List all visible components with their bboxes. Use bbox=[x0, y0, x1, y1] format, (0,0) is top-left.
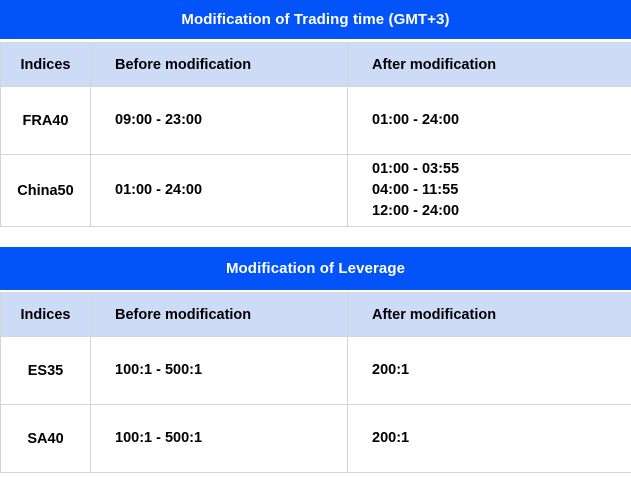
cell-index-name: ES35 bbox=[0, 336, 91, 405]
time-range: 12:00 - 24:00 bbox=[372, 203, 460, 219]
cell-after-value: 01:00 - 24:00 bbox=[347, 86, 631, 155]
table-row-china50: China50 01:00 - 24:00 01:00 - 03:55 04:0… bbox=[0, 154, 631, 227]
table-row-fra40: FRA40 09:00 - 23:00 01:00 - 24:00 bbox=[0, 86, 631, 155]
trading-time-grid: Indices Before modification After modifi… bbox=[0, 42, 631, 227]
col-header-after-modification: After modification bbox=[347, 292, 631, 337]
leverage-range: 100:1 - 500:1 bbox=[115, 430, 203, 446]
col-header-indices: Indices bbox=[0, 292, 91, 337]
leverage-range: 200:1 bbox=[372, 362, 410, 378]
time-range: 01:00 - 03:55 bbox=[372, 161, 460, 177]
trading-time-title: Modification of Trading time (GMT+3) bbox=[181, 11, 450, 28]
col-header-after-modification: After modification bbox=[347, 42, 631, 87]
time-range: 01:00 - 24:00 bbox=[372, 112, 460, 128]
header-row: Indices Before modification After modifi… bbox=[0, 292, 631, 337]
cell-index-name: China50 bbox=[0, 154, 91, 227]
cell-after-value: 01:00 - 03:55 04:00 - 11:55 12:00 - 24:0… bbox=[347, 154, 631, 227]
time-range: 04:00 - 11:55 bbox=[372, 182, 459, 198]
trading-time-table: Modification of Trading time (GMT+3) Ind… bbox=[0, 0, 631, 227]
table-row-es35: ES35 100:1 - 500:1 200:1 bbox=[0, 336, 631, 405]
leverage-range: 100:1 - 500:1 bbox=[115, 362, 203, 378]
time-range: 09:00 - 23:00 bbox=[115, 112, 203, 128]
leverage-title: Modification of Leverage bbox=[225, 260, 406, 277]
leverage-table: Modification of Leverage Indices Before … bbox=[0, 247, 631, 473]
cell-before-value: 01:00 - 24:00 bbox=[90, 154, 348, 227]
col-header-before-modification: Before modification bbox=[90, 292, 348, 337]
time-range: 01:00 - 24:00 bbox=[115, 182, 203, 198]
trading-time-title-bar: Modification of Trading time (GMT+3) bbox=[0, 0, 631, 42]
table-row-sa40: SA40 100:1 - 500:1 200:1 bbox=[0, 404, 631, 473]
cell-after-value: 200:1 bbox=[347, 336, 631, 405]
col-header-before-modification: Before modification bbox=[90, 42, 348, 87]
header-row: Indices Before modification After modifi… bbox=[0, 42, 631, 87]
cell-index-name: FRA40 bbox=[0, 86, 91, 155]
cell-before-value: 09:00 - 23:00 bbox=[90, 86, 348, 155]
leverage-grid: Indices Before modification After modifi… bbox=[0, 292, 631, 473]
col-header-indices: Indices bbox=[0, 42, 91, 87]
cell-after-value: 200:1 bbox=[347, 404, 631, 473]
leverage-range: 200:1 bbox=[372, 430, 410, 446]
leverage-title-bar: Modification of Leverage bbox=[0, 247, 631, 292]
cell-index-name: SA40 bbox=[0, 404, 91, 473]
cell-before-value: 100:1 - 500:1 bbox=[90, 336, 348, 405]
cell-before-value: 100:1 - 500:1 bbox=[90, 404, 348, 473]
